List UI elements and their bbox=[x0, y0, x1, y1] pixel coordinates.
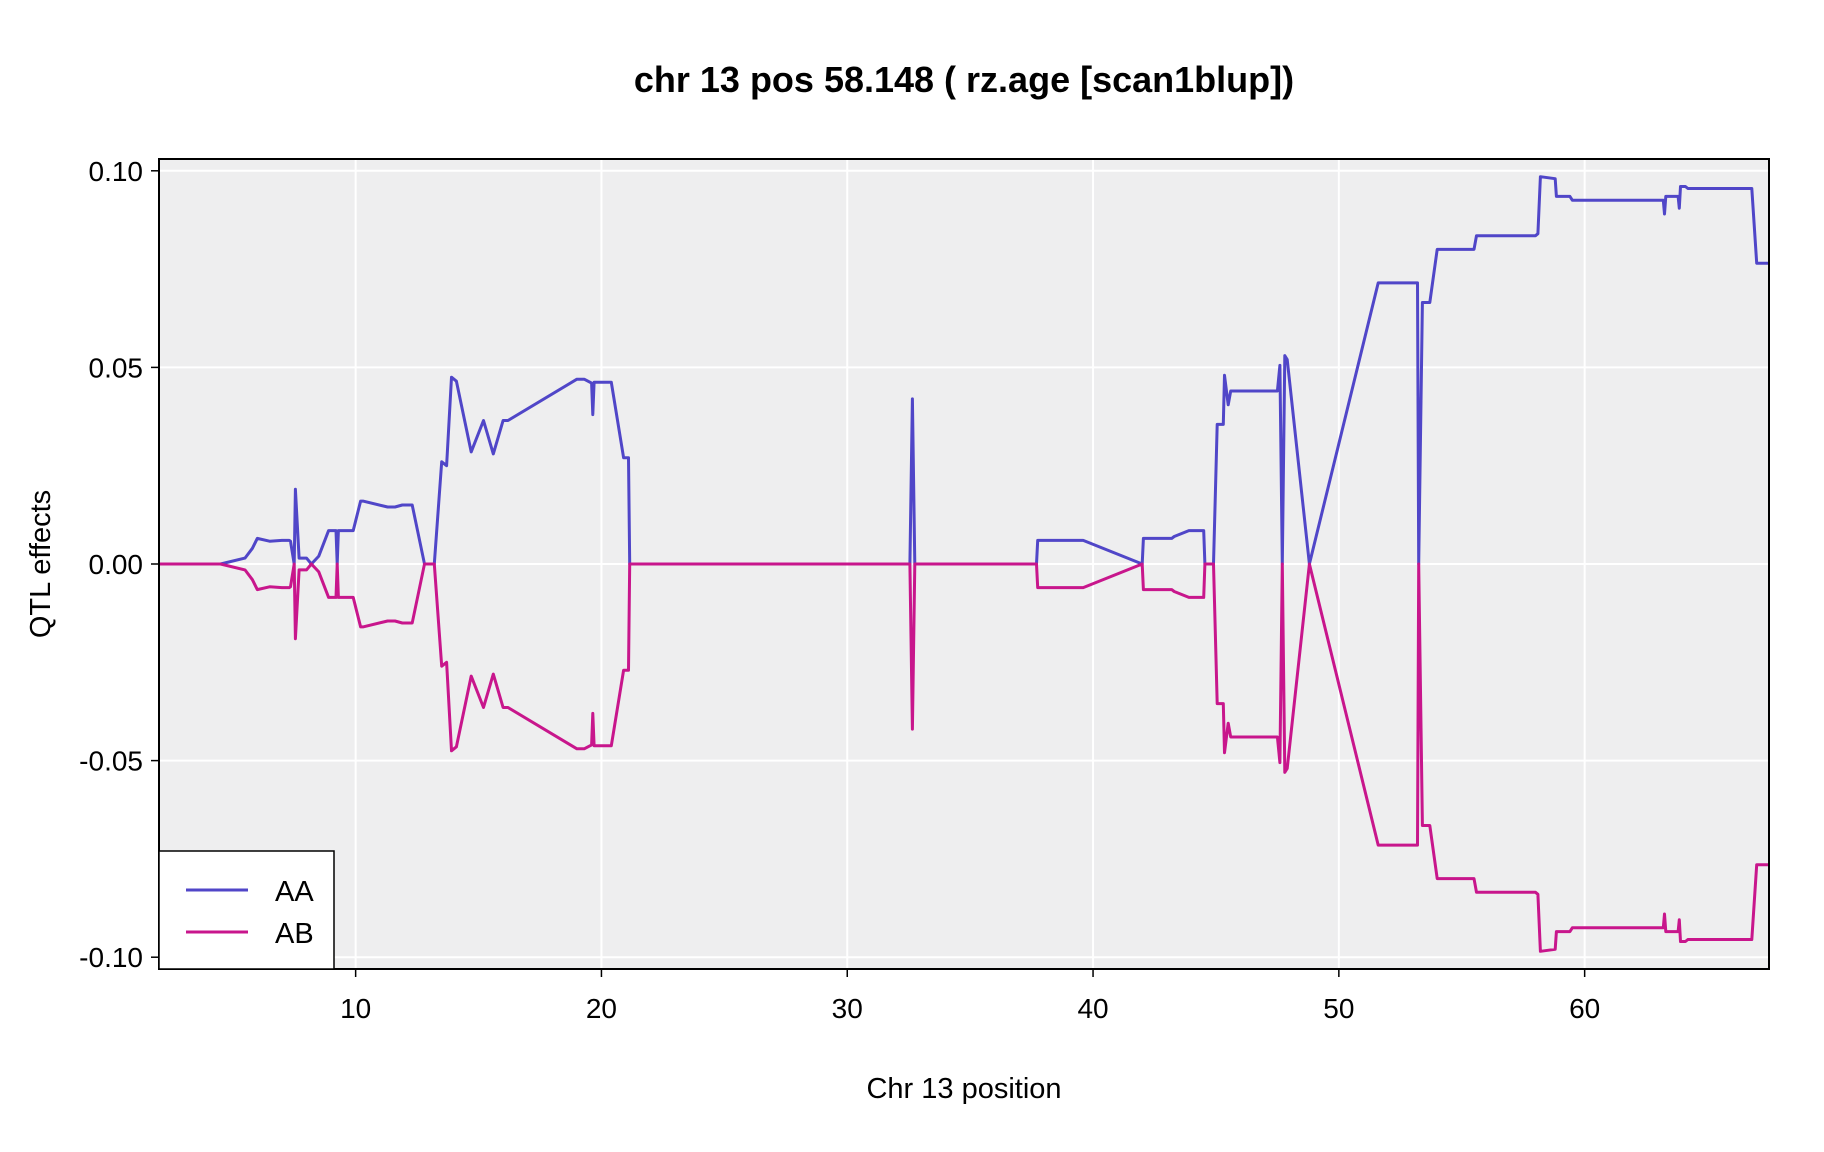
x-tick-label: 50 bbox=[1323, 993, 1354, 1024]
x-tick-label: 60 bbox=[1569, 993, 1600, 1024]
legend: AA AB bbox=[158, 850, 335, 970]
legend-label-aa: AA bbox=[275, 876, 314, 908]
y-tick-label: -0.05 bbox=[79, 746, 143, 777]
series-line-ab bbox=[159, 562, 1769, 953]
y-tick-label: 0.00 bbox=[89, 549, 144, 580]
x-axis-label: Chr 13 position bbox=[866, 1073, 1061, 1105]
y-tick-label: 0.05 bbox=[89, 352, 144, 383]
legend-box bbox=[158, 850, 335, 970]
series-lines bbox=[159, 175, 1769, 953]
y-tick-label: 0.10 bbox=[89, 156, 144, 187]
chart-title: chr 13 pos 58.148 ( rz.age [scan1blup]) bbox=[634, 59, 1294, 100]
y-tick-label: -0.10 bbox=[79, 942, 143, 973]
x-tick-label: 10 bbox=[340, 993, 371, 1024]
x-tick-label: 20 bbox=[586, 993, 617, 1024]
series-line-aa bbox=[159, 175, 1769, 566]
y-axis-label: QTL effects bbox=[25, 490, 57, 638]
x-tick-label: 40 bbox=[1077, 993, 1108, 1024]
x-axis: 10 20 30 40 50 60 bbox=[340, 969, 1600, 1024]
x-tick-label: 30 bbox=[832, 993, 863, 1024]
legend-label-ab: AB bbox=[275, 918, 314, 950]
y-axis: 0.10 0.05 0.00 -0.05 -0.10 bbox=[79, 156, 159, 973]
